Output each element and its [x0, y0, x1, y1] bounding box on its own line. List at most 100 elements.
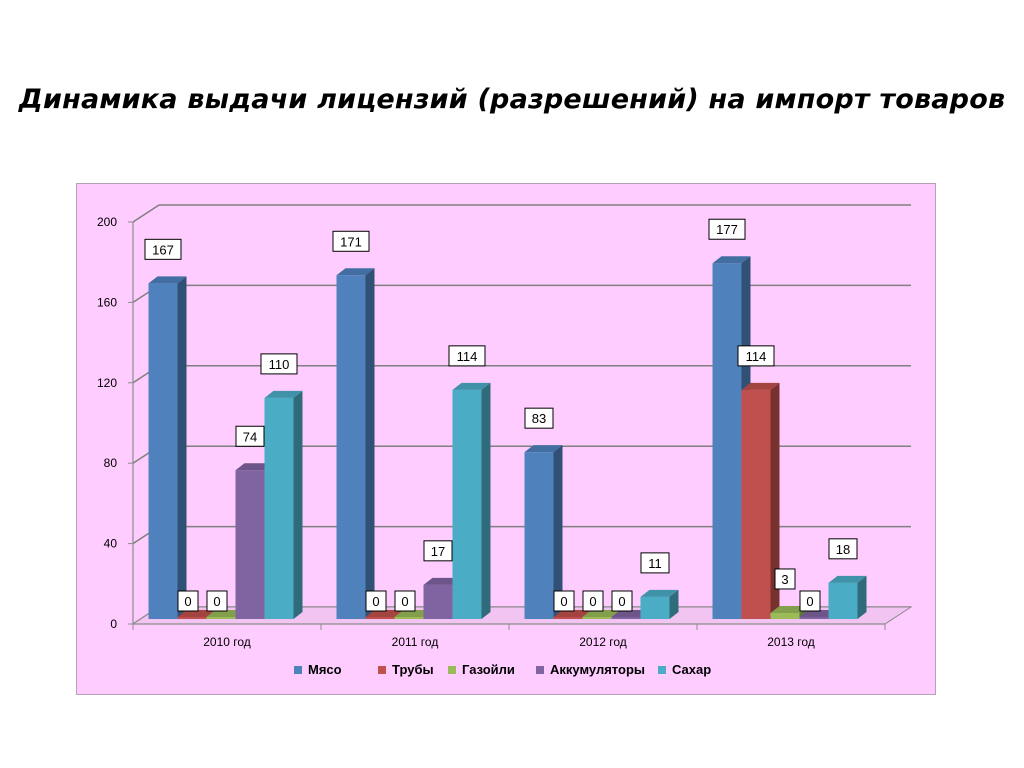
data-label-text: 0 — [372, 594, 379, 609]
data-label: 0 — [553, 590, 575, 612]
bar-top — [264, 390, 303, 398]
data-label-box — [708, 218, 746, 240]
bar-front — [611, 617, 641, 619]
legend-swatch — [658, 666, 666, 674]
data-label: 0 — [365, 590, 387, 612]
legend-item: Сахар — [658, 662, 711, 677]
data-label: 74 — [235, 425, 265, 447]
bar-top — [640, 589, 679, 597]
bar-top — [741, 382, 780, 390]
bar-top — [206, 610, 245, 617]
bar-front — [799, 617, 829, 619]
bar-side — [365, 268, 375, 619]
bar-top — [235, 463, 274, 471]
bar-front — [712, 263, 742, 619]
data-label-text: 177 — [716, 222, 738, 237]
data-label-text: 0 — [213, 594, 220, 609]
bar-front — [640, 596, 670, 619]
data-label-box — [332, 230, 370, 252]
bar — [524, 445, 563, 619]
data-label: 0 — [177, 590, 199, 612]
data-label: 0 — [799, 590, 821, 612]
bar — [452, 382, 491, 619]
data-label-box — [177, 590, 199, 612]
legend-swatch — [536, 666, 544, 674]
legend-label: Газойли — [462, 662, 515, 677]
bar-front — [553, 617, 583, 619]
bar-top — [336, 268, 375, 276]
data-label-text: 0 — [618, 594, 625, 609]
bar-side — [857, 575, 867, 619]
bar — [828, 575, 867, 619]
bar-top — [365, 610, 404, 617]
data-label: 11 — [640, 552, 670, 574]
bar-top — [712, 256, 751, 264]
bar-side — [553, 445, 563, 619]
y-tick-label: 160 — [97, 295, 117, 309]
y-tick-label: 80 — [104, 456, 118, 470]
bar-side — [669, 589, 679, 619]
bars — [148, 256, 867, 619]
data-label: 110 — [260, 353, 298, 375]
data-label-box — [524, 407, 554, 429]
slide-title: Динамика выдачи лицензий (разрешений) на… — [18, 84, 1006, 115]
data-label-text: 3 — [781, 572, 788, 587]
chart-frame: 0 40 80 120 160 200 2010 год 2011 год 2012 год 20… — [76, 183, 936, 695]
bar-top — [770, 605, 809, 613]
bar-front — [264, 397, 294, 619]
bar-front — [741, 389, 771, 619]
bar-top — [611, 610, 650, 617]
data-label: 0 — [611, 590, 633, 612]
bar-side — [177, 276, 187, 619]
bar-top — [582, 610, 621, 617]
data-label-box — [737, 345, 775, 367]
data-label-text: 167 — [152, 242, 174, 257]
data-label-box — [640, 552, 670, 574]
bar — [264, 390, 303, 619]
bar-front — [235, 470, 265, 619]
bar-top — [452, 382, 491, 390]
data-label: 17 — [423, 540, 453, 562]
data-label-box — [828, 538, 858, 560]
x-tick-label: 2010 год — [203, 635, 251, 649]
y-tick-label: 0 — [110, 617, 117, 631]
data-label-box — [448, 345, 486, 367]
data-label-text: 110 — [269, 357, 290, 372]
legend: Мясо Трубы Газойли Аккумуляторы Сахар — [294, 662, 711, 677]
data-label: 114 — [448, 345, 486, 367]
data-label-text: 0 — [589, 594, 596, 609]
gridline-diag — [132, 204, 160, 223]
bar-front — [452, 389, 482, 619]
data-label-box — [365, 590, 387, 612]
legend-label: Аккумуляторы — [550, 662, 645, 677]
data-label-text: 18 — [836, 542, 850, 557]
data-label-text: 0 — [806, 594, 813, 609]
bar-front — [365, 617, 395, 619]
bar-side — [293, 390, 303, 619]
data-label: 114 — [737, 345, 775, 367]
y-tick-label: 120 — [97, 376, 117, 390]
data-label-box — [394, 590, 416, 612]
legend-item: Мясо — [294, 662, 342, 677]
legend-swatch — [294, 666, 302, 674]
legend-swatch — [378, 666, 386, 674]
data-label-box — [206, 590, 228, 612]
legend-item: Газойли — [448, 662, 515, 677]
bar — [741, 382, 780, 619]
data-label-text: 0 — [401, 594, 408, 609]
bar-front — [206, 617, 236, 619]
bar — [640, 589, 679, 619]
bar-front — [524, 452, 554, 619]
bar — [148, 276, 187, 619]
data-label-box — [774, 568, 796, 590]
bar-top — [177, 610, 216, 617]
data-label: 0 — [206, 590, 228, 612]
bar-front — [394, 617, 424, 619]
bar-front — [828, 582, 858, 619]
data-label: 171 — [332, 230, 370, 252]
data-label-text: 17 — [431, 544, 445, 559]
bar-side — [770, 382, 780, 619]
legend-label: Трубы — [392, 662, 434, 677]
legend-item: Трубы — [378, 662, 434, 677]
data-label: 18 — [828, 538, 858, 560]
